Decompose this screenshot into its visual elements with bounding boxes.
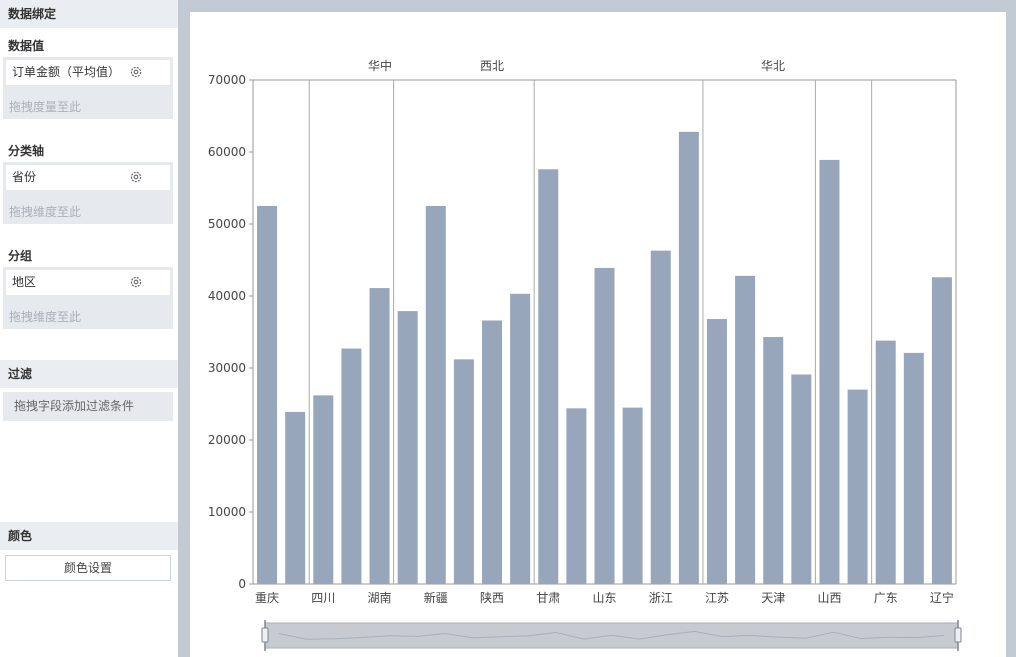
bar[interactable] [650,250,671,584]
zoom-preview-line [278,630,945,640]
bar[interactable] [285,411,306,584]
bar[interactable] [538,169,559,584]
filter-drop-zone[interactable]: 拖拽字段添加过滤条件 [3,392,173,421]
y-tick-label: 30000 [208,361,246,375]
data-binding-panel: 数据绑定 数据值 订单金额（平均值） 拖拽度量至此 分类轴 省份 拖拽维度至此 … [0,0,178,657]
filter-section-label: 过滤 [0,360,178,388]
group-label: 华中 [368,58,392,73]
bar-chart: 0 10000 20000 30000 40000 50000 60000 70000 重庆 四川… [208,58,962,651]
x-tick-label: 四川 [311,591,335,605]
x-tick-label: 江苏 [705,591,729,605]
value-section-label: 数据值 [8,39,45,53]
x-tick-label: 重庆 [255,591,279,605]
chart-canvas: 0 10000 20000 30000 40000 50000 60000 70000 重庆 四川… [190,12,1006,657]
bar[interactable] [425,206,446,584]
gear-icon[interactable] [130,171,142,183]
group-label: 华北 [761,59,785,73]
group-drop-hint: 拖拽维度至此 [9,310,82,324]
category-field-pill[interactable]: 省份 [6,165,170,190]
x-tick-label: 天津 [761,591,785,605]
bar[interactable] [341,348,362,584]
bar[interactable] [482,320,503,584]
value-drop-hint: 拖拽度量至此 [9,100,82,114]
x-tick-label: 湖南 [368,590,392,605]
y-tick-label: 0 [238,577,246,591]
bar[interactable] [453,359,474,584]
bar[interactable] [510,293,531,584]
bar[interactable] [566,408,587,584]
bar[interactable] [369,288,390,584]
x-tick-label: 辽宁 [930,590,954,605]
bar[interactable] [706,319,727,584]
x-tick-label: 广东 [874,591,898,605]
bar[interactable] [931,277,952,584]
category-drop-hint: 拖拽维度至此 [9,205,82,219]
bar[interactable] [819,159,840,585]
bar[interactable] [397,311,418,584]
category-field-label: 省份 [12,170,37,184]
zoom-handle-right[interactable] [954,627,962,643]
bar[interactable] [594,267,615,584]
gear-icon[interactable] [130,276,142,288]
group-drop-zone[interactable]: 地区 拖拽维度至此 [3,267,173,329]
x-tick-label: 新疆 [424,590,448,605]
gear-icon[interactable] [130,66,142,78]
x-tick-label: 浙江 [649,591,673,605]
y-tick-label: 50000 [208,217,246,231]
bar[interactable] [735,275,756,584]
zoom-handle-left[interactable] [261,627,269,643]
y-tick-label: 60000 [208,145,246,159]
y-tick-label: 10000 [208,505,246,519]
group-label: 西北 [480,59,504,73]
bar[interactable] [257,206,278,584]
value-drop-zone[interactable]: 订单金额（平均值） 拖拽度量至此 [3,57,173,119]
bar[interactable] [903,352,924,584]
panel-title: 数据绑定 [0,0,178,28]
category-drop-zone[interactable]: 省份 拖拽维度至此 [3,162,173,224]
color-section-label: 颜色 [0,522,178,550]
bar[interactable] [622,407,643,584]
group-field-label: 地区 [12,275,37,289]
y-tick-label: 70000 [208,73,246,87]
category-section-label: 分类轴 [8,144,45,158]
value-field-pill[interactable]: 订单金额（平均值） [6,60,170,85]
bar[interactable] [763,337,784,584]
x-tick-label: 甘肃 [536,591,560,605]
value-field-label: 订单金额（平均值） [12,65,121,79]
y-tick-label: 20000 [208,433,246,447]
group-section-label: 分组 [8,249,33,263]
bar[interactable] [313,395,334,584]
y-tick-label: 40000 [208,289,246,303]
bar[interactable] [875,340,896,584]
bar[interactable] [847,389,868,584]
x-tick-label: 山西 [817,591,841,605]
x-tick-label: 陕西 [480,590,504,605]
x-tick-label: 山东 [592,591,616,605]
bar[interactable] [791,374,812,584]
color-settings-button[interactable]: 颜色设置 [5,555,171,581]
group-field-pill[interactable]: 地区 [6,270,170,295]
bar[interactable] [678,131,699,584]
